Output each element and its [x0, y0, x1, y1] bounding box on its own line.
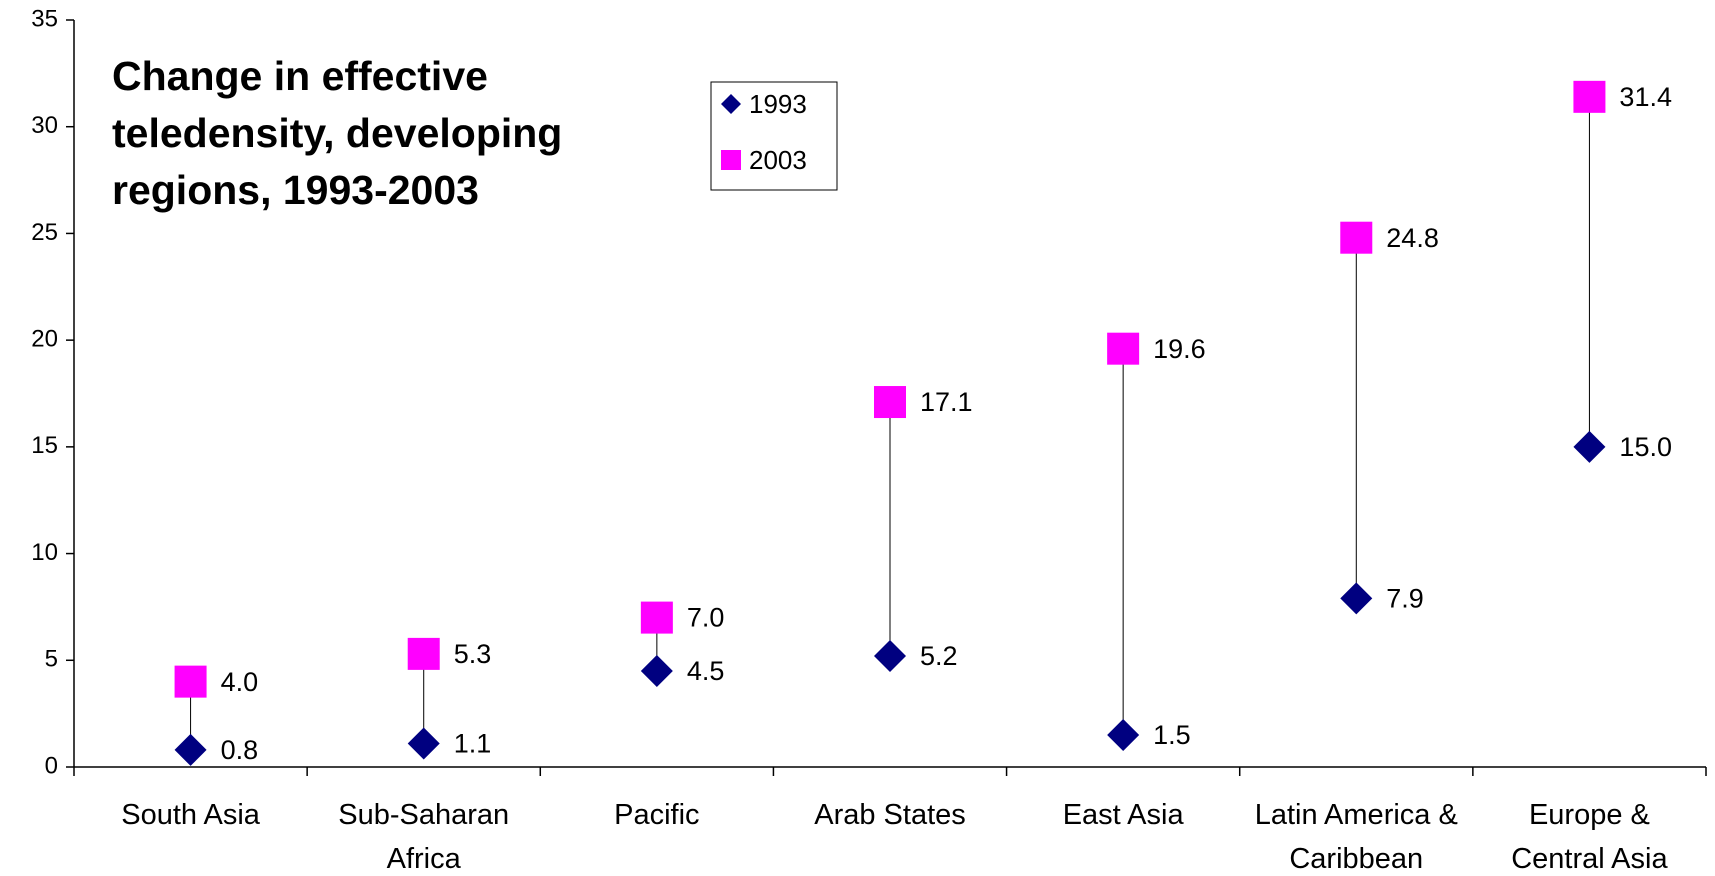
legend-label: 1993 [749, 89, 807, 119]
x-tick-label: Latin America & Caribbean [1254, 799, 1458, 875]
y-tick-label: 5 [45, 646, 58, 673]
marker-square [1573, 80, 1606, 113]
data-label: 4.5 [687, 656, 725, 686]
x-tick-label: Arab States [814, 799, 966, 831]
marker-diamond [640, 654, 673, 687]
y-tick-label: 15 [31, 432, 58, 459]
x-tick-label: Pacific [614, 799, 700, 831]
chart-title: Change in effective teledensity, develop… [112, 53, 563, 213]
y-tick-label: 25 [31, 219, 58, 246]
x-tick-label: Europe & Central Asia [1511, 799, 1668, 875]
marker-square [1340, 221, 1373, 254]
marker-square [407, 637, 440, 670]
data-label: 17.1 [920, 387, 973, 417]
marker-diamond [1107, 718, 1140, 751]
x-tick-label: South Asia [121, 799, 260, 831]
y-tick-label: 0 [45, 752, 58, 779]
data-label: 1.5 [1153, 720, 1191, 750]
marker-diamond [407, 727, 440, 760]
data-label: 1.1 [454, 729, 492, 759]
y-tick-label: 35 [31, 5, 58, 32]
marker-diamond [1573, 430, 1606, 463]
legend-label: 2003 [749, 145, 807, 175]
data-label: 24.8 [1386, 223, 1439, 253]
data-label: 31.4 [1619, 82, 1672, 112]
marker-diamond [874, 640, 906, 673]
y-tick-label: 30 [31, 112, 58, 139]
marker-square [874, 386, 906, 419]
data-label: 7.9 [1386, 584, 1424, 614]
marker-square [174, 665, 207, 698]
y-tick-label: 20 [31, 325, 58, 352]
data-label: 5.3 [454, 639, 492, 669]
data-label: 0.8 [221, 735, 259, 765]
data-label: 7.0 [687, 603, 725, 633]
x-tick-label: East Asia [1062, 799, 1184, 831]
marker-diamond [174, 733, 207, 766]
marker-square [1107, 332, 1140, 365]
marker-square [640, 601, 673, 634]
y-tick-label: 10 [31, 539, 58, 566]
data-label: 19.6 [1153, 334, 1206, 364]
data-label: 15.0 [1619, 432, 1672, 462]
legend-marker [721, 150, 741, 170]
data-label: 5.2 [920, 641, 958, 671]
data-label: 4.0 [221, 667, 259, 697]
marker-diamond [1340, 582, 1373, 615]
x-tick-label: Sub-Saharan Africa [338, 799, 510, 875]
legend-marker [721, 94, 741, 114]
